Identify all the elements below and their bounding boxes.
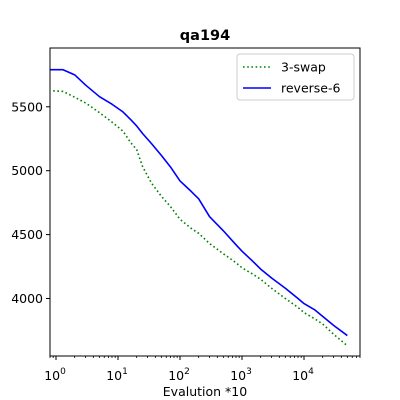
legend: 3-swap reverse-6 [236,53,355,101]
x-tick-label: 104 [292,367,314,383]
y-tick-label: 4500 [11,227,43,242]
y-tick-label: 5500 [11,99,43,114]
legend-entry-label: 3-swap [281,60,326,75]
plot-area [50,68,348,347]
legend-entry-label: reverse-6 [281,81,340,96]
x-tick-label: 101 [106,367,128,383]
y-tick-label: 4000 [11,291,43,306]
x-tick-label: 103 [230,367,252,383]
y-tick-label: 5000 [11,163,43,178]
plot-frame [49,47,361,357]
x-tick-label: 100 [44,367,66,383]
x-axis-label: Evalution *10 [163,384,247,399]
chart-title: qa194 [180,28,230,44]
x-tick-label: 102 [168,367,190,383]
series-line-3-swap [53,90,348,347]
series-line-reverse-6 [50,68,348,337]
